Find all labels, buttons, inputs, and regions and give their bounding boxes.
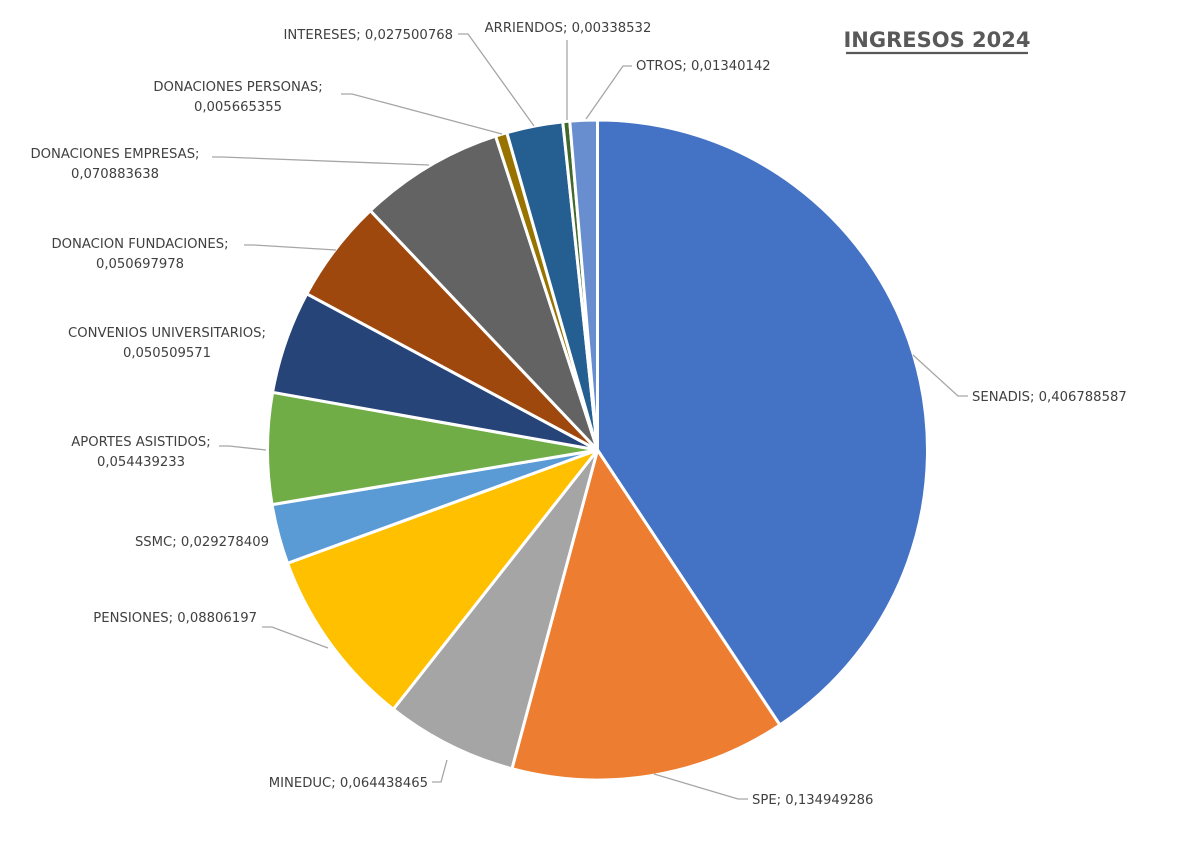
chart-title: INGRESOS 2024 [843,28,1030,52]
data-label-arriendos: ARRIENDOS; 0,00338532 [485,21,652,36]
leader-line [244,244,337,251]
pie-slice-otros [568,118,599,452]
pie-slice-mineduc [391,448,599,771]
leader-line [458,33,535,127]
data-label-donacion-fundaciones: DONACION FUNDACIONES; 0,050697978 [51,237,228,272]
data-label-spe: SPE; 0,134949286 [752,793,873,808]
leader-lines [212,33,968,800]
data-label-otros: OTROS; 0,01340142 [636,59,771,74]
pie-slice-pensiones [286,448,599,711]
data-label-intereses: INTERESES; 0,027500768 [284,28,453,43]
data-label-donaciones-empresas: DONACIONES EMPRESAS; 0,070883638 [30,147,199,182]
leader-line [341,93,503,135]
data-label-aportes-asistidos: APORTES ASISTIDOS; 0,054439233 [71,435,210,470]
data-label-pensiones: PENSIONES; 0,08806197 [93,611,257,626]
leader-line [212,156,430,166]
leader-line [912,354,968,397]
data-label-mineduc: MINEDUC; 0,064438465 [269,776,428,791]
data-label-donaciones-personas: DONACIONES PERSONAS; 0,005665355 [153,80,322,115]
pie-slice-spe [510,448,782,782]
data-label-convenios-universitarios: CONVENIOS UNIVERSITARIOS; 0,050509571 [68,326,266,361]
leader-line [262,626,329,649]
leader-line [585,65,632,120]
leader-line [219,445,267,451]
pie-slice-donaciones-empresas [368,134,599,452]
data-label-ssmc: SSMC; 0,029278409 [135,535,269,550]
data-label-senadis: SENADIS; 0,406788587 [972,390,1127,405]
data-labels: SENADIS; 0,406788587 SPE; 0,134949286 MINE… [30,21,1126,808]
leader-line [432,759,448,783]
pie-slices [266,118,929,782]
leader-line [653,773,748,800]
